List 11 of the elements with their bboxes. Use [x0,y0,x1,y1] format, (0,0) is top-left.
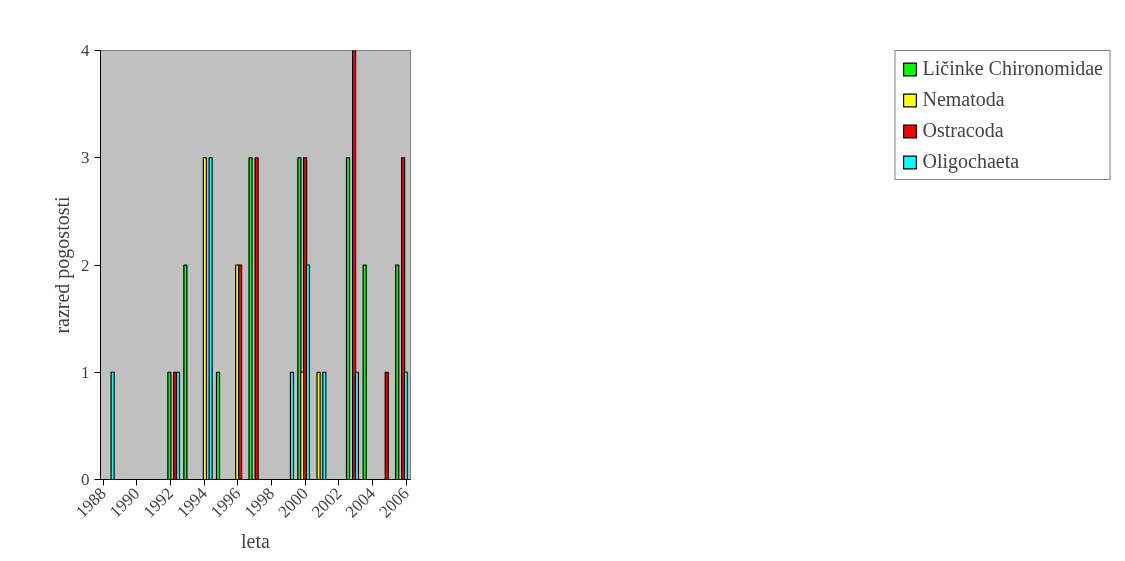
y-tick-label: 3 [81,148,90,168]
legend-label: Nematoda [922,88,1005,111]
y-axis-title: razred pogostosti [51,195,74,334]
y-tick-label: 2 [81,255,90,275]
legend-label: Oligochaeta [922,150,1020,173]
y-tick-label: 4 [81,41,90,60]
x-axis-title: leta [241,530,271,553]
legend-label: Ličinke Chironomidae [922,57,1103,80]
legend-label: Ostracoda [922,119,1004,142]
y-tick-label: 1 [81,362,90,382]
y-tick-label: 0 [81,470,90,489]
